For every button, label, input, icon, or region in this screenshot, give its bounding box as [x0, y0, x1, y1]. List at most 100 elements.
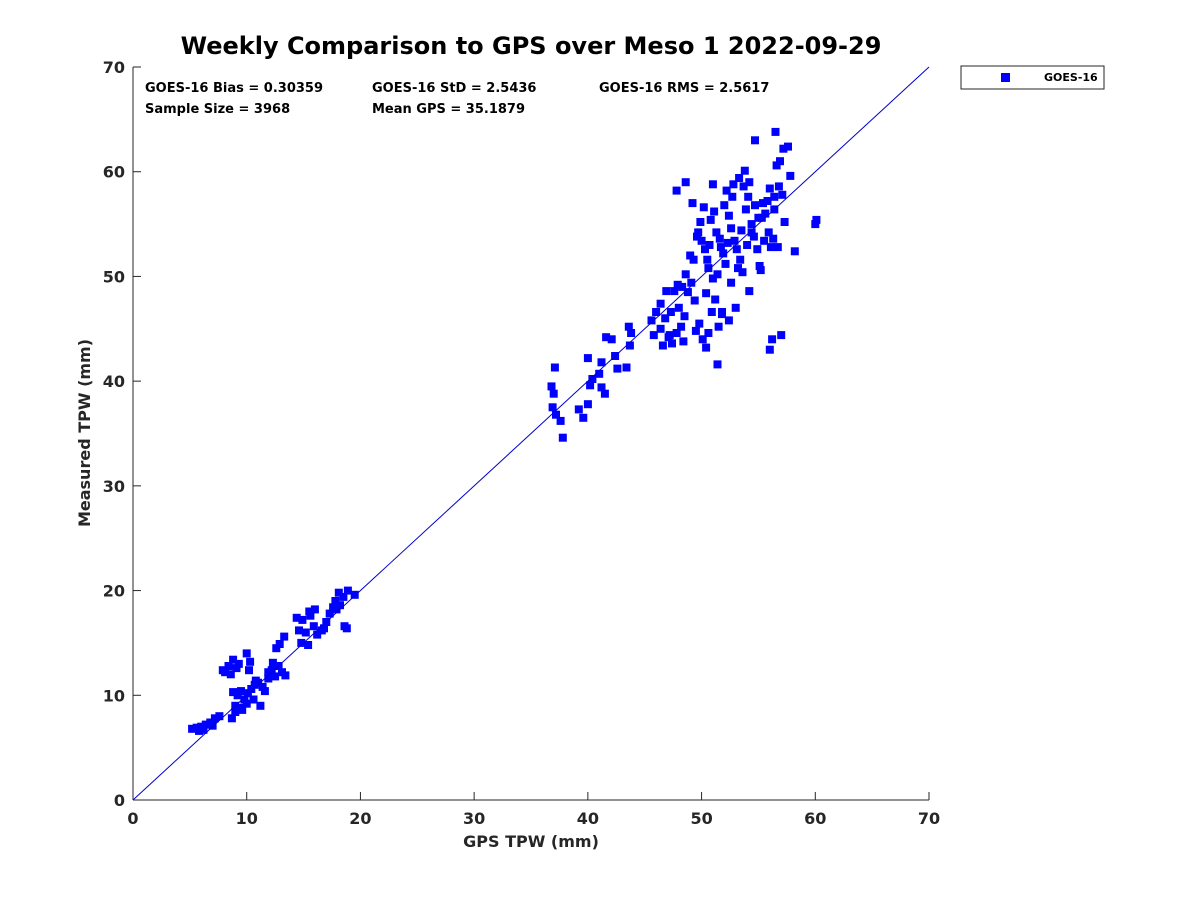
data-point [547, 382, 556, 391]
y-tick-label: 50 [103, 267, 125, 286]
data-point [656, 299, 665, 308]
stat-bias: GOES-16 Bias = 0.30359 [145, 81, 323, 96]
data-point [778, 190, 787, 199]
data-point [245, 666, 253, 675]
data-point [678, 282, 687, 291]
data-point [588, 375, 597, 383]
data-point [728, 192, 737, 201]
data-point [731, 303, 740, 312]
data-point [624, 322, 633, 331]
data-point [249, 695, 258, 704]
data-point [695, 319, 704, 328]
data-point [666, 308, 675, 316]
data-point [306, 611, 315, 620]
data-point [548, 403, 557, 412]
data-point [756, 266, 765, 275]
data-point [681, 270, 690, 279]
data-point [334, 588, 343, 597]
data-point [747, 220, 756, 229]
data-point [607, 335, 616, 344]
data-point [258, 682, 267, 691]
data-point [301, 628, 310, 637]
data-point [665, 331, 674, 340]
data-point [727, 224, 736, 233]
data-point [688, 199, 697, 208]
data-point [264, 668, 273, 677]
data-point [704, 264, 713, 273]
data-point [310, 605, 319, 614]
data-point [275, 640, 284, 648]
data-point [784, 142, 792, 151]
data-point [714, 322, 723, 331]
data-point [701, 245, 709, 254]
data-point [677, 322, 686, 331]
data-point [729, 180, 738, 189]
data-point [305, 607, 314, 616]
data-point [745, 178, 754, 187]
data-point [705, 241, 714, 249]
axes [132, 67, 929, 801]
data-point [674, 303, 683, 312]
data-point [764, 228, 773, 237]
data-point [652, 308, 661, 316]
data-point [210, 714, 219, 723]
data-point [776, 157, 784, 166]
y-tick-label: 40 [103, 372, 125, 391]
data-point [243, 689, 252, 698]
data-point [331, 597, 340, 605]
x-tick-label: 50 [690, 809, 712, 828]
data-point [304, 641, 313, 649]
data-point [686, 251, 695, 260]
data-point [550, 363, 559, 372]
data-point [602, 333, 611, 342]
data-point [549, 389, 558, 398]
data-point [574, 405, 583, 414]
data-point [786, 171, 795, 180]
data-point [761, 209, 770, 218]
data-point [272, 644, 281, 653]
data-point [586, 381, 595, 390]
one-to-one-line [132, 66, 930, 801]
data-point [790, 247, 799, 256]
data-point [694, 228, 703, 237]
data-point [755, 262, 764, 270]
data-point [724, 316, 733, 325]
data-point [777, 331, 786, 340]
data-point [336, 601, 344, 610]
data-point [708, 180, 717, 189]
data-point [229, 655, 238, 664]
data-point [251, 676, 260, 685]
data-point [622, 363, 631, 372]
data-point [735, 174, 744, 182]
data-point [229, 688, 238, 697]
data-point [741, 205, 750, 214]
data-point [332, 605, 341, 614]
data-point [325, 609, 334, 618]
data-point [208, 721, 217, 730]
data-point [662, 287, 671, 296]
data-point [704, 329, 713, 337]
data-point [702, 289, 711, 298]
data-point [698, 335, 707, 344]
data-point [600, 389, 609, 398]
data-point [765, 345, 774, 354]
data-point [313, 630, 322, 639]
data-point [693, 232, 701, 241]
data-point [597, 383, 606, 392]
x-tick-label: 20 [349, 809, 371, 828]
data-point [681, 178, 690, 187]
chart-title: Weekly Comparison to GPS over Meso 1 202… [181, 32, 882, 60]
data-point [233, 691, 242, 700]
legend-box [960, 65, 1105, 90]
data-point [699, 203, 708, 212]
data-point [264, 674, 273, 683]
data-point [772, 161, 781, 170]
data-point [751, 136, 759, 145]
data-point [773, 243, 782, 252]
data-point [711, 295, 720, 304]
data-point [281, 671, 290, 680]
data-point [343, 586, 352, 595]
data-point [697, 236, 706, 245]
data-point [583, 354, 592, 363]
